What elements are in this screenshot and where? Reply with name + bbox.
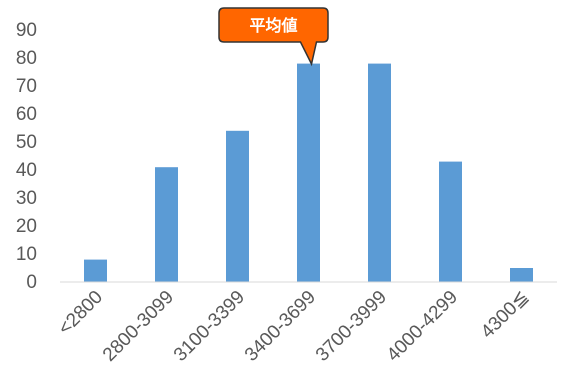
bar xyxy=(439,161,462,282)
y-tick-label: 80 xyxy=(16,48,37,69)
y-tick-label: 0 xyxy=(26,272,37,293)
bar xyxy=(226,130,249,282)
x-tick-label: 3100-3399 xyxy=(170,287,249,366)
bar xyxy=(155,167,178,282)
x-axis-ticks: <28002800-30993100-33993400-36993700-399… xyxy=(54,287,533,366)
bar xyxy=(297,63,320,282)
average-callout: 平均値 xyxy=(218,7,329,67)
bars xyxy=(84,63,533,282)
bar xyxy=(368,63,391,282)
y-tick-label: 10 xyxy=(16,244,37,265)
x-tick-label: <2800 xyxy=(54,287,107,340)
y-tick-label: 70 xyxy=(16,76,37,97)
x-tick-label: 3400-3699 xyxy=(241,287,320,366)
x-tick-label: 3700-3999 xyxy=(312,287,391,366)
y-tick-label: 40 xyxy=(16,160,37,181)
x-tick-label: 2800-3099 xyxy=(99,287,178,366)
x-tick-label: 4000-4299 xyxy=(383,287,462,366)
bar xyxy=(510,268,533,282)
y-tick-label: 90 xyxy=(16,20,37,41)
callout-label: 平均値 xyxy=(249,16,297,35)
bar xyxy=(84,259,107,282)
y-tick-label: 20 xyxy=(16,216,37,237)
y-tick-label: 60 xyxy=(16,104,37,125)
y-tick-label: 50 xyxy=(16,132,37,153)
x-tick-label: 4300≦ xyxy=(477,287,533,343)
y-tick-label: 30 xyxy=(16,188,37,209)
callout-bubble xyxy=(218,7,329,67)
y-axis-ticks: 0 10 20 30 40 50 60 70 80 90 xyxy=(16,20,37,293)
